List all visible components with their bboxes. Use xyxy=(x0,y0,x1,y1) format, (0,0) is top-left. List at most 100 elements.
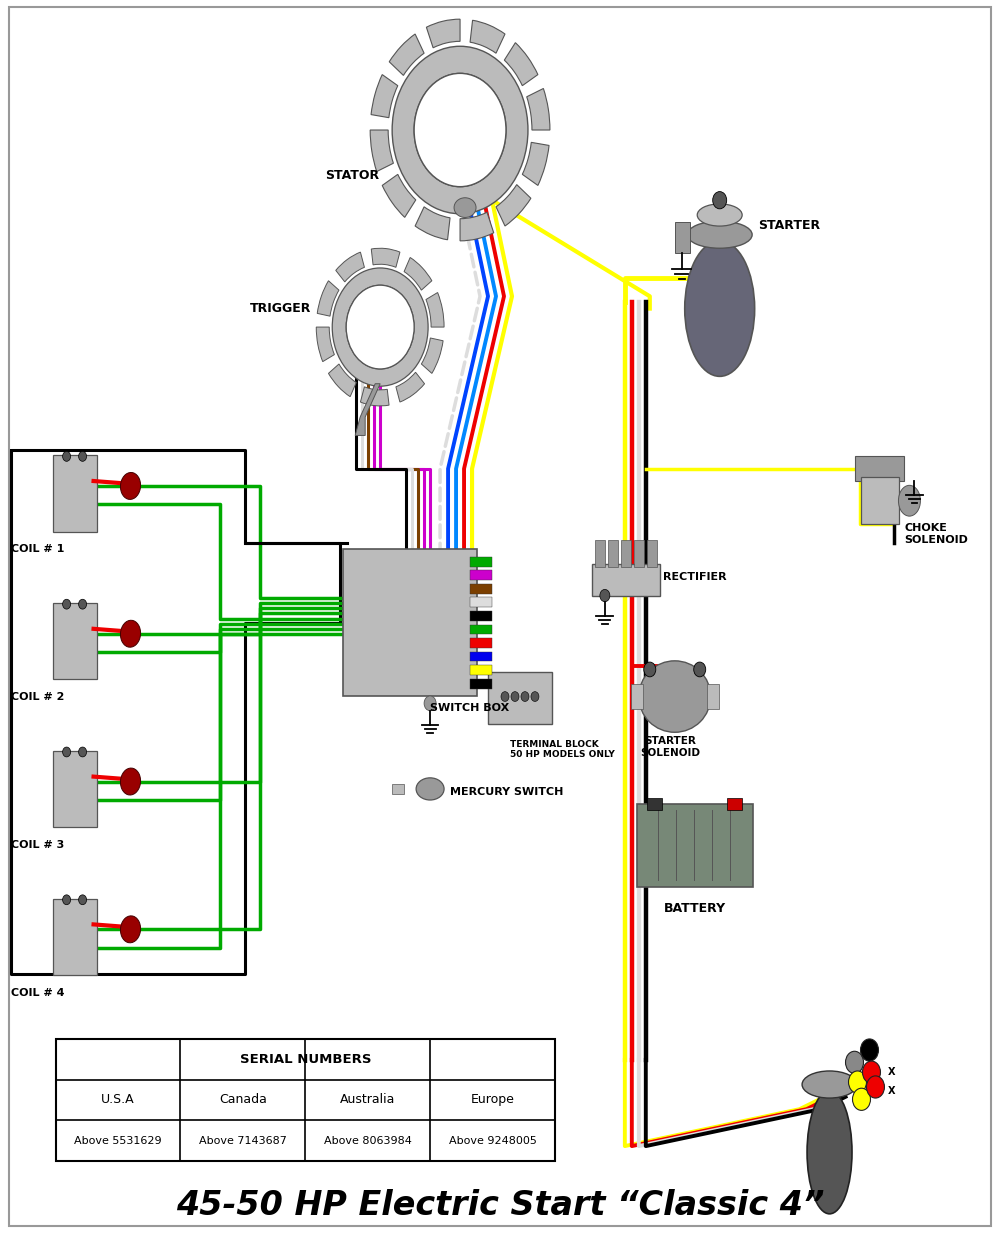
Text: Above 8063984: Above 8063984 xyxy=(324,1136,412,1145)
Text: RECTIFIER: RECTIFIER xyxy=(663,572,726,582)
Circle shape xyxy=(600,589,610,602)
Wedge shape xyxy=(396,372,425,402)
Text: SERIAL NUMBERS: SERIAL NUMBERS xyxy=(240,1053,371,1065)
Circle shape xyxy=(846,1052,863,1074)
Circle shape xyxy=(531,692,539,702)
Bar xyxy=(470,612,492,620)
FancyBboxPatch shape xyxy=(53,455,97,531)
Ellipse shape xyxy=(802,1071,857,1099)
Bar xyxy=(861,477,899,524)
Wedge shape xyxy=(371,74,398,117)
Ellipse shape xyxy=(898,486,920,517)
Wedge shape xyxy=(360,387,389,406)
Text: 45-50 HP Electric Start “Classic 4”: 45-50 HP Electric Start “Classic 4” xyxy=(176,1189,824,1222)
Bar xyxy=(470,624,492,634)
Text: STATOR: STATOR xyxy=(325,169,379,182)
Text: TRIGGER: TRIGGER xyxy=(250,302,312,316)
Ellipse shape xyxy=(120,472,141,499)
Bar xyxy=(470,637,492,647)
Ellipse shape xyxy=(685,240,755,376)
Wedge shape xyxy=(404,258,432,290)
Circle shape xyxy=(644,662,656,677)
Bar xyxy=(470,665,492,674)
Ellipse shape xyxy=(120,768,141,795)
FancyBboxPatch shape xyxy=(53,603,97,679)
Wedge shape xyxy=(382,174,416,217)
Bar xyxy=(470,584,492,594)
Circle shape xyxy=(866,1076,884,1099)
Text: Above 9248005: Above 9248005 xyxy=(449,1136,536,1145)
Text: Canada: Canada xyxy=(219,1094,267,1106)
Bar xyxy=(621,540,631,567)
FancyBboxPatch shape xyxy=(53,751,97,827)
Circle shape xyxy=(511,692,519,702)
Circle shape xyxy=(849,1071,866,1094)
Text: COIL # 2: COIL # 2 xyxy=(11,692,64,703)
Text: STARTER: STARTER xyxy=(758,218,820,232)
Wedge shape xyxy=(522,142,549,185)
Text: Europe: Europe xyxy=(471,1094,514,1106)
Circle shape xyxy=(860,1039,878,1062)
Ellipse shape xyxy=(416,778,444,800)
Circle shape xyxy=(713,191,727,208)
Ellipse shape xyxy=(687,221,752,248)
Circle shape xyxy=(63,747,71,757)
Text: X: X xyxy=(887,1086,895,1096)
Circle shape xyxy=(79,599,87,609)
Bar xyxy=(675,222,690,253)
Text: COIL # 1: COIL # 1 xyxy=(11,545,64,555)
Bar xyxy=(470,651,492,661)
Ellipse shape xyxy=(120,620,141,647)
Wedge shape xyxy=(415,207,450,239)
Circle shape xyxy=(853,1089,870,1111)
Wedge shape xyxy=(421,338,443,374)
Ellipse shape xyxy=(697,203,742,226)
Polygon shape xyxy=(355,383,380,435)
FancyBboxPatch shape xyxy=(53,899,97,975)
FancyBboxPatch shape xyxy=(343,550,477,695)
Circle shape xyxy=(501,692,509,702)
Circle shape xyxy=(346,285,414,369)
Text: SWITCH BOX: SWITCH BOX xyxy=(430,703,509,714)
Wedge shape xyxy=(527,89,550,129)
Text: MERCURY SWITCH: MERCURY SWITCH xyxy=(450,787,563,797)
Text: STARTER
SOLENOID: STARTER SOLENOID xyxy=(640,736,700,757)
Bar xyxy=(392,784,404,794)
Wedge shape xyxy=(426,20,460,48)
Bar xyxy=(855,456,904,481)
Text: TERMINAL BLOCK
50 HP MODELS ONLY: TERMINAL BLOCK 50 HP MODELS ONLY xyxy=(510,740,615,760)
Wedge shape xyxy=(328,364,356,397)
Text: Above 7143687: Above 7143687 xyxy=(199,1136,287,1145)
Bar xyxy=(634,540,644,567)
Circle shape xyxy=(424,695,436,710)
Circle shape xyxy=(521,692,529,702)
Bar xyxy=(470,678,492,688)
Bar xyxy=(631,684,643,709)
FancyBboxPatch shape xyxy=(637,804,753,888)
Bar xyxy=(470,598,492,608)
Circle shape xyxy=(63,451,71,461)
Wedge shape xyxy=(496,185,531,226)
Ellipse shape xyxy=(807,1091,852,1213)
Ellipse shape xyxy=(120,916,141,943)
Wedge shape xyxy=(426,292,444,327)
Bar xyxy=(56,1039,555,1161)
Circle shape xyxy=(63,895,71,905)
Wedge shape xyxy=(371,248,400,268)
Bar xyxy=(727,798,742,810)
Text: U.S.A: U.S.A xyxy=(101,1094,135,1106)
Wedge shape xyxy=(370,129,393,171)
Wedge shape xyxy=(336,252,364,282)
Text: COIL # 3: COIL # 3 xyxy=(11,840,64,850)
Wedge shape xyxy=(317,281,339,316)
Wedge shape xyxy=(470,20,505,53)
Ellipse shape xyxy=(454,197,476,217)
Bar xyxy=(595,540,605,567)
Circle shape xyxy=(694,662,706,677)
Text: CHOKE
SOLENOID: CHOKE SOLENOID xyxy=(904,523,968,545)
Circle shape xyxy=(414,73,506,186)
Circle shape xyxy=(862,1062,880,1084)
Circle shape xyxy=(79,747,87,757)
Wedge shape xyxy=(460,212,494,240)
Bar xyxy=(608,540,618,567)
